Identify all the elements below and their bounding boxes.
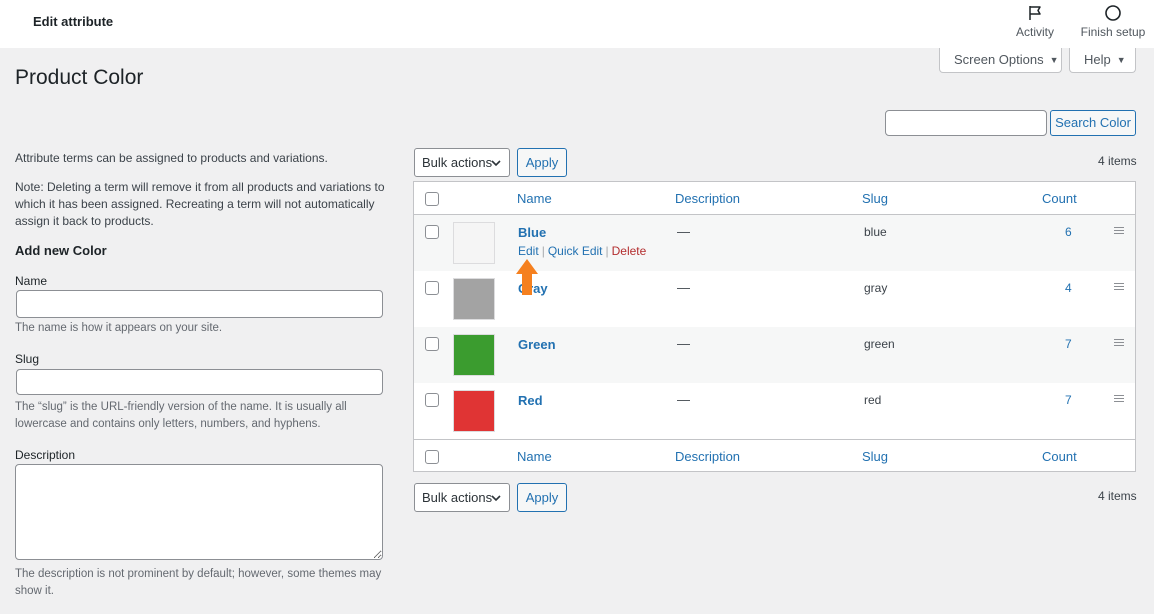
note-text: Note: Deleting a term will remove it fro… <box>15 180 385 228</box>
row-checkbox[interactable] <box>425 337 439 351</box>
caret-down-icon: ▼ <box>1116 55 1126 65</box>
table-header: Name Description Slug Count <box>414 182 1135 215</box>
table-footer: Name Description Slug Count <box>414 439 1135 472</box>
chevron-down-icon <box>491 495 501 502</box>
table-row: Red — red 7 <box>414 383 1135 439</box>
finish-setup-button[interactable]: Finish setup <box>1078 4 1148 39</box>
screen-options-label: Screen Options <box>954 52 1044 67</box>
drag-handle-icon[interactable] <box>1114 395 1124 404</box>
color-swatch <box>453 222 495 264</box>
add-new-heading: Add new Color <box>15 243 107 258</box>
term-slug: green <box>864 337 895 351</box>
items-count-bottom: 4 items <box>1098 489 1137 503</box>
chevron-down-icon <box>491 160 501 167</box>
slug-description: The “slug” is the URL-friendly version o… <box>15 401 347 430</box>
column-count[interactable]: Count <box>1042 191 1077 206</box>
delete-link[interactable]: Delete <box>611 244 647 258</box>
caret-down-icon: ▼ <box>1049 55 1059 65</box>
bulk-actions-select[interactable]: Bulk actions <box>414 148 510 177</box>
screen-options-button[interactable]: Screen Options ▼ <box>939 48 1062 73</box>
activity-label: Activity <box>1015 25 1054 39</box>
bulk-actions-select-bottom[interactable]: Bulk actions <box>414 483 510 512</box>
name-label: Name <box>15 274 48 288</box>
items-count: 4 items <box>1098 154 1137 168</box>
apply-button-bottom[interactable]: Apply <box>517 483 567 512</box>
drag-handle-icon[interactable] <box>1114 227 1124 236</box>
term-count-link[interactable]: 7 <box>1065 337 1072 351</box>
column-name-footer[interactable]: Name <box>517 449 552 464</box>
drag-handle-icon[interactable] <box>1114 339 1124 348</box>
apply-button[interactable]: Apply <box>517 148 567 177</box>
column-description-footer[interactable]: Description <box>675 449 741 464</box>
term-description: — <box>677 336 690 351</box>
term-description: — <box>677 280 690 295</box>
description-field[interactable] <box>15 464 383 560</box>
help-button[interactable]: Help ▼ <box>1069 48 1136 73</box>
term-name-link[interactable]: Red <box>518 393 543 408</box>
page-title: Product Color <box>15 66 144 89</box>
description-label: Description <box>15 448 76 462</box>
row-checkbox[interactable] <box>425 393 439 407</box>
term-count-link[interactable]: 6 <box>1065 225 1072 239</box>
flag-icon <box>1029 6 1041 20</box>
color-swatch <box>453 390 495 432</box>
color-swatch <box>453 334 495 376</box>
intro-text: Attribute terms can be assigned to produ… <box>15 151 328 165</box>
bulk-actions-label: Bulk actions <box>422 490 493 505</box>
slug-label: Slug <box>15 352 40 366</box>
slug-field[interactable] <box>16 369 383 395</box>
row-actions: Edit | Quick Edit | Delete <box>518 244 647 258</box>
search-input[interactable] <box>885 110 1047 136</box>
finish-setup-label: Finish setup <box>1080 25 1146 39</box>
term-slug: red <box>864 393 882 407</box>
edit-link[interactable]: Edit <box>518 244 539 258</box>
top-bar: Edit attribute Activity Finish setup <box>0 0 1154 48</box>
table-row: Blue — blue 6 Edit | Quick Edit | Delete <box>414 215 1135 271</box>
table-row: Green — green 7 <box>414 327 1135 383</box>
column-slug-footer[interactable]: Slug <box>862 449 889 464</box>
activity-button[interactable]: Activity <box>1012 4 1058 39</box>
search-button[interactable]: Search Color <box>1050 110 1136 136</box>
row-checkbox[interactable] <box>425 225 439 239</box>
term-name-link[interactable]: Green <box>518 337 556 352</box>
terms-table: Name Description Slug Count Blue — blue … <box>413 181 1136 472</box>
column-slug[interactable]: Slug <box>862 191 889 206</box>
circle-icon <box>1105 5 1121 21</box>
term-count-link[interactable]: 7 <box>1065 393 1072 407</box>
help-label: Help <box>1084 52 1111 67</box>
column-name[interactable]: Name <box>517 191 552 206</box>
term-description: — <box>677 392 690 407</box>
term-slug: gray <box>864 281 888 295</box>
term-slug: blue <box>864 225 887 239</box>
column-description[interactable]: Description <box>675 191 741 206</box>
color-swatch <box>453 278 495 320</box>
description-help: The description is not prominent by defa… <box>15 568 382 597</box>
row-checkbox[interactable] <box>425 281 439 295</box>
bulk-actions-label: Bulk actions <box>422 155 493 170</box>
annotation-arrow-icon <box>516 259 538 295</box>
select-all-checkbox-footer[interactable] <box>425 450 439 464</box>
term-description: — <box>677 224 690 239</box>
column-count-footer[interactable]: Count <box>1042 449 1077 464</box>
name-description: The name is how it appears on your site. <box>15 322 223 334</box>
name-field[interactable] <box>16 290 383 318</box>
drag-handle-icon[interactable] <box>1114 283 1124 292</box>
quick-edit-link[interactable]: Quick Edit <box>547 244 603 258</box>
select-all-checkbox[interactable] <box>425 192 439 206</box>
top-bar-title: Edit attribute <box>33 14 114 29</box>
term-name-link[interactable]: Blue <box>518 225 547 240</box>
term-count-link[interactable]: 4 <box>1065 281 1072 295</box>
